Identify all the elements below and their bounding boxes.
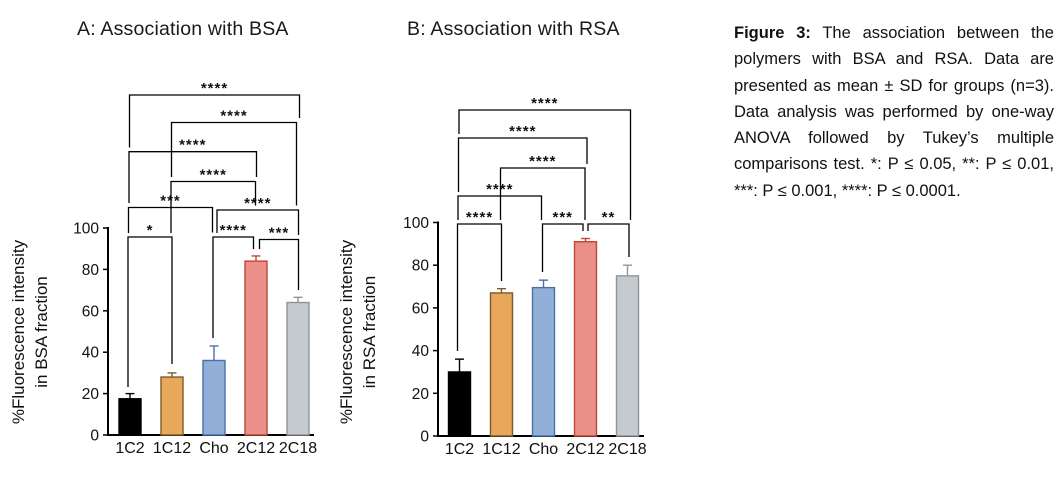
x-tick-label-B: 2C18 (608, 441, 646, 458)
y-tick-label-A: 60 (82, 303, 100, 320)
x-tick-label-A: 2C18 (279, 440, 317, 457)
significance-stars-B-4-5: ** (602, 209, 616, 226)
x-tick-label-A: Cho (199, 440, 228, 457)
x-tick-label-B: 1C2 (445, 441, 474, 458)
significance-stars-A-1-5: **** (201, 80, 228, 97)
y-tick-label-B: 0 (420, 429, 429, 446)
significance-stars-B-1-5: **** (531, 95, 558, 112)
bar-B-1C2 (447, 371, 472, 437)
figure-caption: Figure 3: The association between the po… (734, 20, 1054, 204)
y-tick-label-A: 0 (90, 428, 99, 445)
bar-B-Cho (531, 286, 556, 437)
significance-stars-A-1-2: * (147, 222, 154, 239)
x-tick-label-A: 2C12 (237, 440, 275, 457)
significance-bracket-A-3-5 (216, 209, 300, 235)
significance-stars-A-4-5: *** (269, 225, 290, 242)
significance-bracket-A-4-5 (258, 238, 300, 290)
significance-stars-B-1-2: **** (466, 209, 493, 226)
y-tick-label-A: 100 (73, 221, 99, 238)
significance-bracket-B-1-3 (457, 195, 543, 220)
significance-bracket-B-1-4 (457, 137, 588, 192)
significance-bracket-B-1-2 (456, 223, 503, 351)
y-tick-label-B: 40 (412, 343, 430, 360)
bar-B-1C12 (489, 292, 514, 437)
panel-b-title: B: Association with RSA (407, 18, 620, 40)
x-tick-label-A: 1C12 (153, 440, 191, 457)
bar-A-1C2 (118, 398, 142, 436)
y-axis-label-B: in RSA fraction (360, 276, 379, 388)
y-axis-label-A: in BSA fraction (32, 276, 51, 388)
y-tick-label-A: 80 (82, 262, 100, 279)
significance-bracket-A-1-5 (128, 94, 301, 148)
significance-stars-B-1-4: **** (509, 123, 536, 140)
significance-bracket-B-4-5 (587, 223, 630, 257)
bar-A-1C12 (160, 376, 184, 436)
panel-a-title: A: Association with BSA (77, 18, 289, 40)
significance-bracket-A-2-5 (170, 121, 298, 206)
y-axis-label-A: %Fluorescence intensity (9, 239, 28, 424)
caption-text: The association between the polymers wit… (734, 24, 1054, 200)
significance-bracket-B-2-4 (499, 167, 586, 220)
y-tick-label-B: 60 (412, 300, 430, 317)
bar-A-2C12 (244, 260, 268, 436)
x-tick-label-B: 1C12 (482, 441, 520, 458)
x-tick-label-A: 1C2 (115, 440, 144, 457)
significance-stars-A-1-4: **** (179, 137, 206, 154)
significance-bracket-A-2-4 (170, 180, 257, 233)
significance-stars-A-2-4: **** (200, 167, 227, 184)
y-tick-label-B: 20 (412, 386, 430, 403)
x-tick-label-B: 2C12 (566, 441, 604, 458)
bar-B-2C18 (615, 275, 640, 437)
y-axis-label-B: %Fluorescence intensity (337, 239, 356, 424)
y-tick-label-A: 20 (82, 386, 100, 403)
y-tick-label-A: 40 (82, 345, 100, 362)
significance-bracket-A-1-4 (128, 151, 258, 203)
y-tick-label-B: 80 (412, 258, 430, 275)
significance-stars-A-3-5: **** (244, 195, 271, 212)
x-tick-label-B: Cho (529, 441, 558, 458)
y-tick-label-B: 100 (403, 215, 429, 232)
bar-B-2C12 (573, 241, 598, 437)
significance-stars-B-2-4: **** (529, 153, 556, 170)
significance-bracket-B-3-4 (541, 223, 584, 272)
bar-A-2C18 (286, 301, 310, 436)
significance-stars-A-1-3: *** (160, 193, 181, 210)
significance-bracket-A-1-2 (127, 236, 173, 387)
caption-label: Figure 3: (734, 24, 811, 42)
significance-stars-A-3-4: **** (220, 222, 247, 239)
significance-stars-B-1-3: **** (486, 181, 513, 198)
significance-bracket-A-3-4 (212, 236, 255, 338)
bar-A-Cho (202, 359, 226, 436)
significance-stars-B-3-4: *** (552, 209, 573, 226)
significance-bracket-B-1-5 (458, 109, 632, 220)
significance-stars-A-2-5: **** (220, 108, 247, 125)
